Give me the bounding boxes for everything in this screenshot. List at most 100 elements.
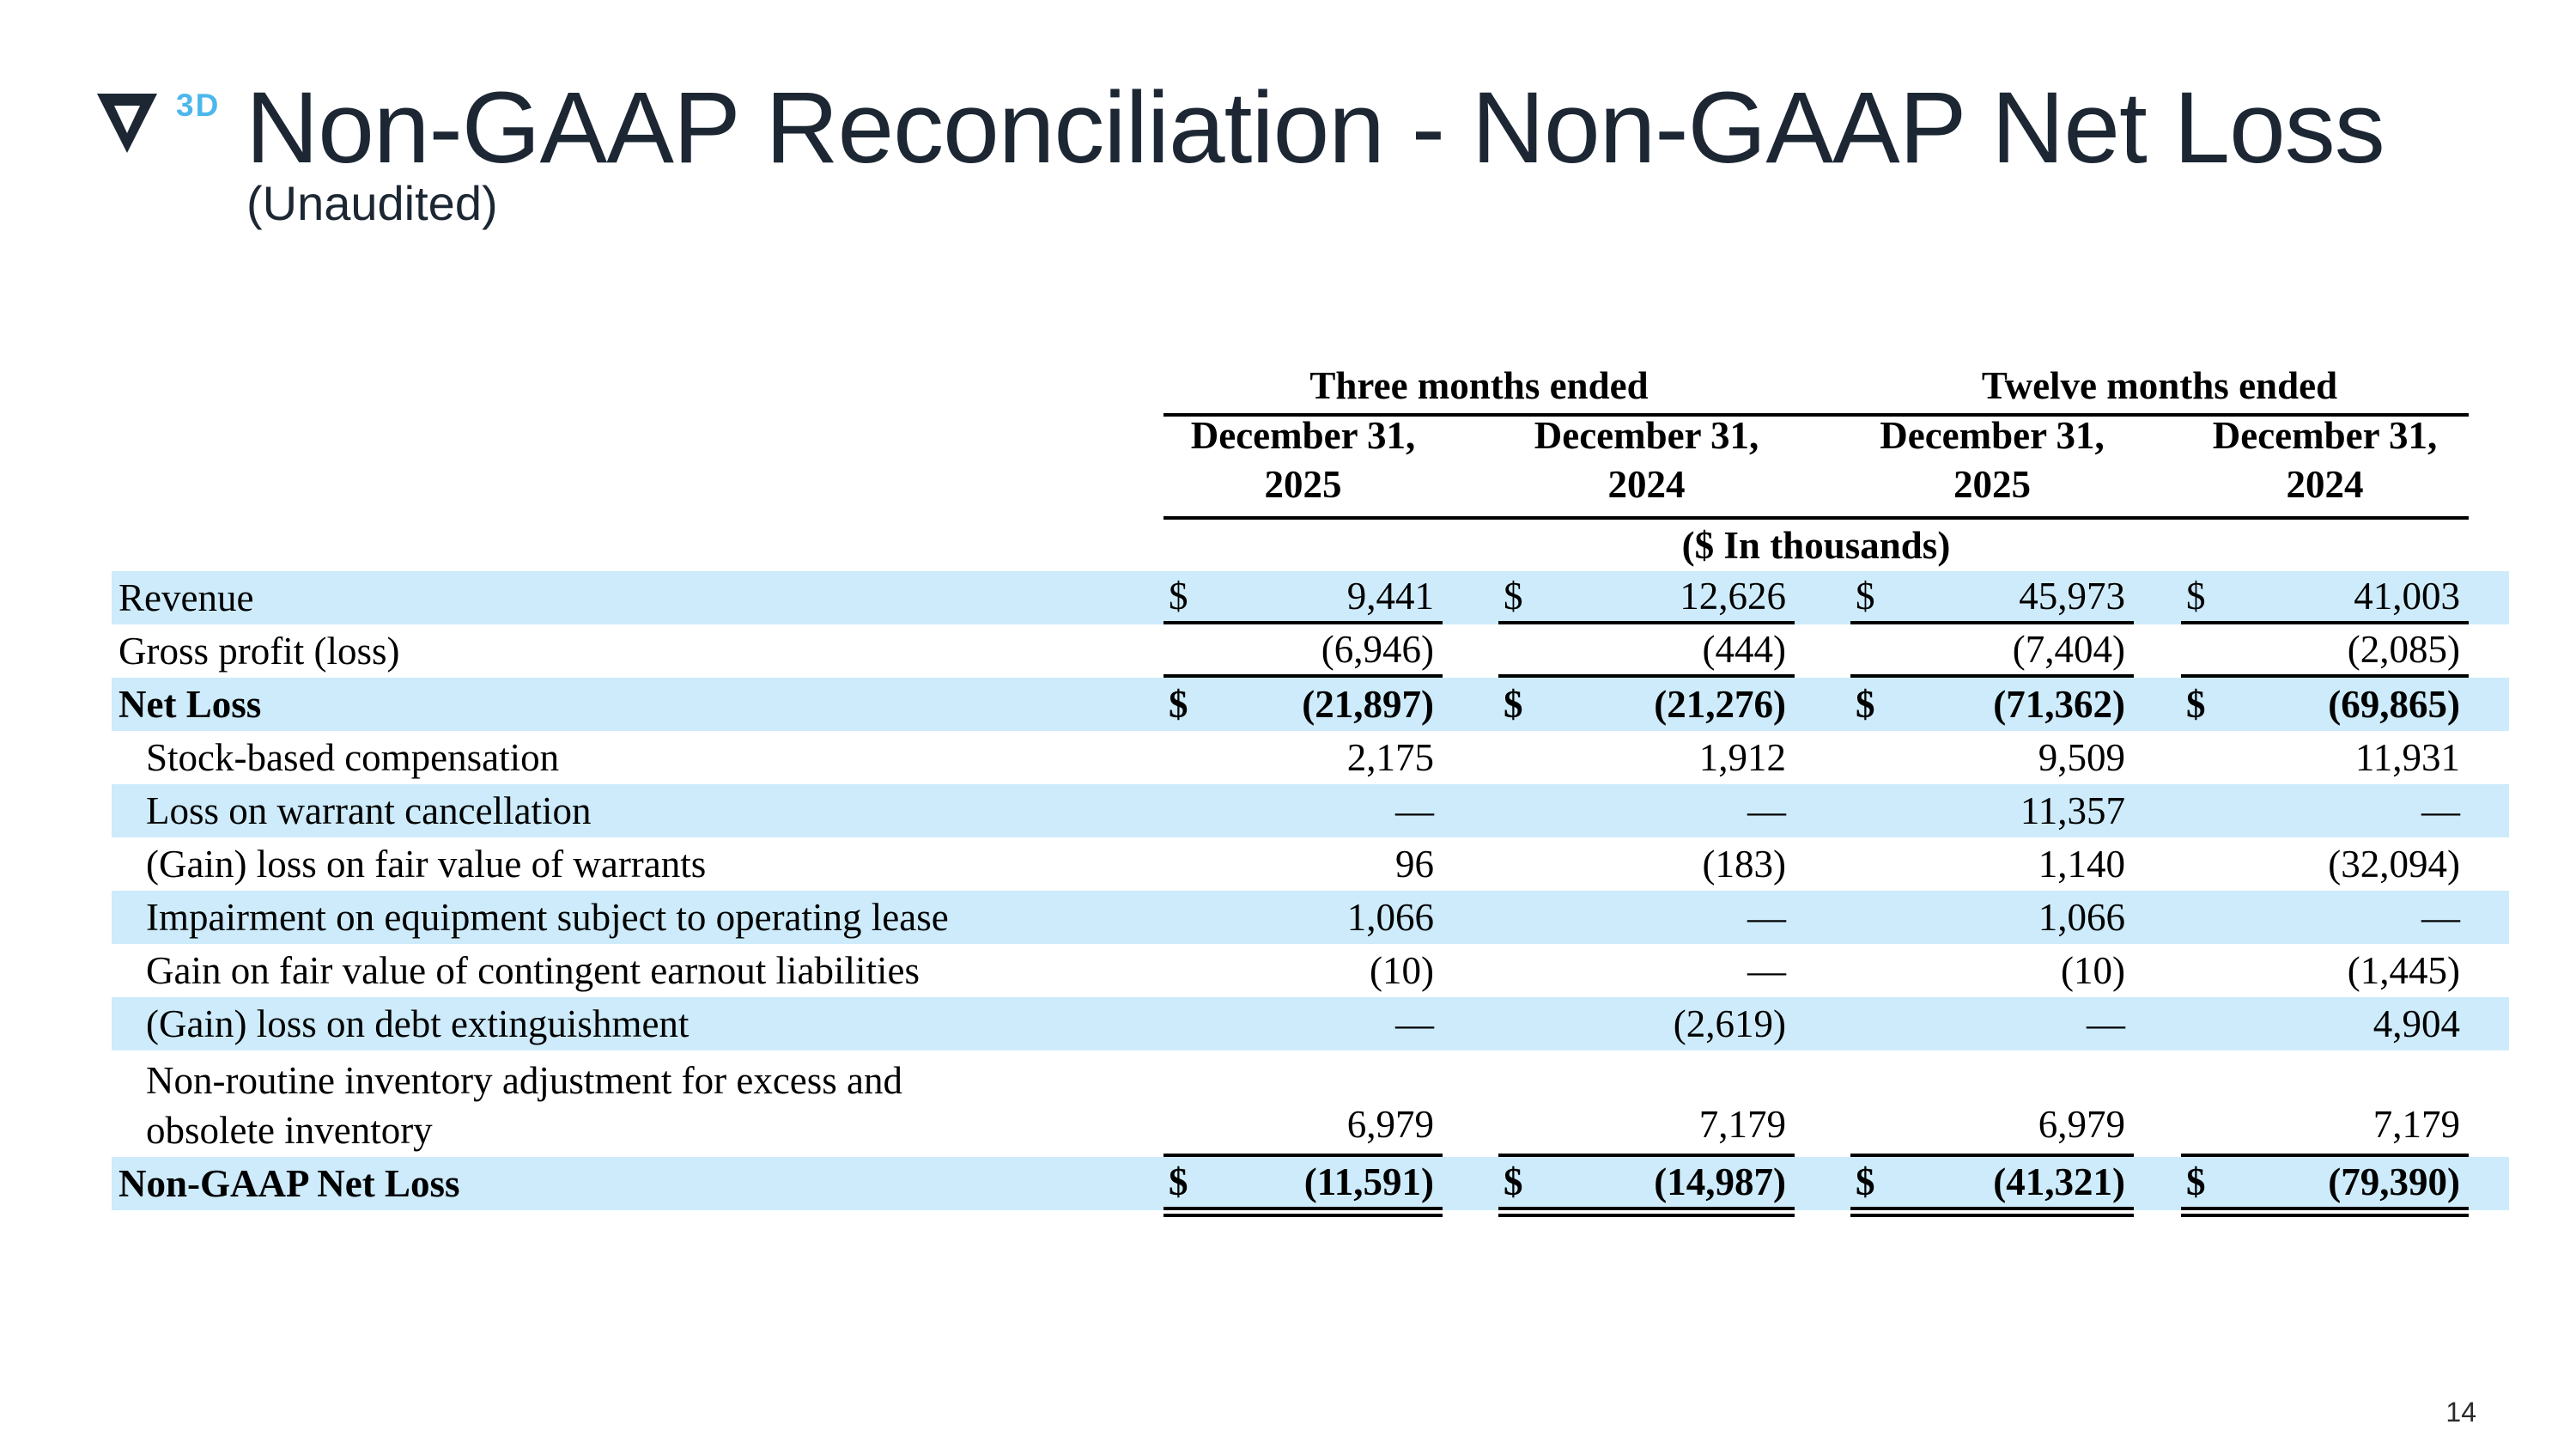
dollar-sign-cell [1163, 731, 1202, 784]
value-cell: — [1747, 789, 1786, 832]
column-gap [2134, 571, 2181, 624]
row-right-pad [2469, 997, 2509, 1050]
column-gap [1795, 731, 1850, 784]
dollar-sign-cell: $ [1163, 571, 1202, 624]
value-cell: 6,979 [1202, 1050, 1443, 1157]
dollar-sign-cell [1498, 784, 1537, 837]
column-gap [1443, 417, 1498, 516]
row-right-pad [2469, 837, 2509, 891]
nabla-triangle-icon [97, 94, 157, 153]
column-gap [1443, 891, 1498, 944]
column-gap [2134, 624, 2181, 678]
col-header-dec-2024-y: December 31, 2024 [2181, 414, 2469, 516]
row-label: (Gain) loss on fair value of warrants [146, 843, 707, 886]
reconciliation-table: Three months ended Twelve months ended D… [112, 359, 2509, 1217]
column-gap [1795, 891, 1850, 944]
column-gap [1443, 837, 1498, 891]
dollar-sign-cell: $ [1498, 1157, 1537, 1217]
table-row: Stock-based compensation 2,175 1,912 9,509 1… [112, 731, 2509, 784]
value-cell: 45,973 [1889, 571, 2134, 624]
row-right-pad [2469, 1157, 2509, 1210]
value-cell: (10) [2061, 949, 2125, 992]
page-subtitle: (Unaudited) [246, 176, 498, 230]
dollar-sign-cell [1850, 944, 1889, 997]
table-row: Net Loss $ (21,897) $ (21,276) $ (71,362) $ (69,… [112, 678, 2509, 731]
dollar-sign-cell [1498, 891, 1537, 944]
row-right-pad [2469, 731, 2509, 784]
value-cell: 9,441 [1202, 571, 1443, 624]
value-cell: (32,094) [2328, 843, 2460, 886]
column-gap [1795, 784, 1850, 837]
row-label: Non-routine inventory adjustment for exc… [112, 1050, 1163, 1157]
column-gap [1795, 571, 1850, 624]
row-label: (Gain) loss on debt extinguishment [146, 1002, 690, 1045]
value-cell: 1,066 [1346, 896, 1434, 939]
dollar-sign-cell [1163, 1050, 1202, 1157]
dollar-sign-cell [1498, 837, 1537, 891]
dollar-sign-cell [1498, 624, 1537, 678]
row-label: Gain on fair value of contingent earnout… [146, 949, 920, 992]
value-cell: (1,445) [2347, 949, 2460, 992]
column-gap [1795, 624, 1850, 678]
page-number: 14 [2445, 1397, 2476, 1428]
table-row: Non-routine inventory adjustment for exc… [112, 1050, 2509, 1157]
column-gap [2134, 837, 2181, 891]
column-gap [2134, 731, 2181, 784]
dollar-sign-cell [1163, 891, 1202, 944]
table-row: Non-GAAP Net Loss $ (11,591) $ (14,987) $ (41,… [112, 1157, 2509, 1217]
column-gap [1443, 678, 1498, 731]
value-cell: (11,591) [1202, 1157, 1443, 1217]
dollar-sign-cell: $ [1850, 571, 1889, 624]
dollar-sign-cell: $ [1856, 683, 1875, 726]
value-cell: (41,321) [1889, 1157, 2134, 1217]
row-right-pad [2469, 784, 2509, 837]
dollar-sign-cell [1163, 944, 1202, 997]
column-gap [1795, 837, 1850, 891]
row-right-pad [2469, 571, 2509, 624]
value-cell: 1,066 [2038, 896, 2125, 939]
value-cell: 9,509 [2038, 736, 2125, 779]
table-row: Revenue $9,441 $12,626 $45,973 $41,003 [112, 571, 2509, 624]
dollar-sign-cell [1498, 731, 1537, 784]
value-cell: — [1395, 789, 1434, 832]
column-gap [1795, 678, 1850, 731]
dollar-sign-cell: $ [2186, 683, 2206, 726]
dollar-sign-cell: $ [1498, 571, 1537, 624]
units-note: ($ In thousands) [1681, 524, 1951, 567]
dollar-sign-cell [1163, 624, 1202, 678]
column-gap [2134, 784, 2181, 837]
header-spacer [112, 417, 1163, 516]
dollar-sign-cell [2181, 997, 2220, 1050]
dollar-sign-cell [2181, 944, 2220, 997]
col-group-twelve-months: Twelve months ended [1981, 364, 2338, 407]
value-cell: 4,904 [2372, 1002, 2460, 1045]
dollar-sign-cell [1850, 731, 1889, 784]
col-header-dec-2025-q: December 31, 2025 [1163, 414, 1443, 516]
column-gap [1443, 784, 1498, 837]
value-cell: 1,140 [2038, 843, 2125, 886]
column-gap [2134, 678, 2181, 731]
dollar-sign-cell [1498, 1050, 1537, 1157]
table-row: Gross profit (loss) (6,946) (444) (7,404) (2… [112, 624, 2509, 678]
dollar-sign-cell [1850, 997, 1889, 1050]
column-gap [1795, 1157, 1850, 1210]
header-rule-bottom [1163, 516, 2469, 520]
col-header-line1: December 31, [1880, 414, 2105, 457]
column-gap [1795, 1050, 1850, 1157]
row-label-line2: obsolete inventory [146, 1109, 433, 1152]
value-cell: 96 [1395, 843, 1434, 886]
header-rule-top [1163, 413, 2469, 417]
value-cell: 1,912 [1698, 736, 1786, 779]
value-cell: — [2421, 896, 2460, 939]
table-date-header-row: December 31, 2025 December 31, 2024 Dece… [112, 414, 2509, 516]
col-header-line1: December 31, [1190, 414, 1416, 457]
value-cell: (79,390) [2220, 1157, 2469, 1217]
row-right-pad [2469, 1050, 2509, 1157]
value-cell: 41,003 [2220, 571, 2469, 624]
value-cell: — [1747, 896, 1786, 939]
col-group-three-months: Three months ended [1309, 364, 1649, 407]
dollar-sign-cell [1163, 784, 1202, 837]
dollar-sign-cell: $ [2181, 571, 2220, 624]
dollar-sign-cell: $ [1850, 1157, 1889, 1217]
